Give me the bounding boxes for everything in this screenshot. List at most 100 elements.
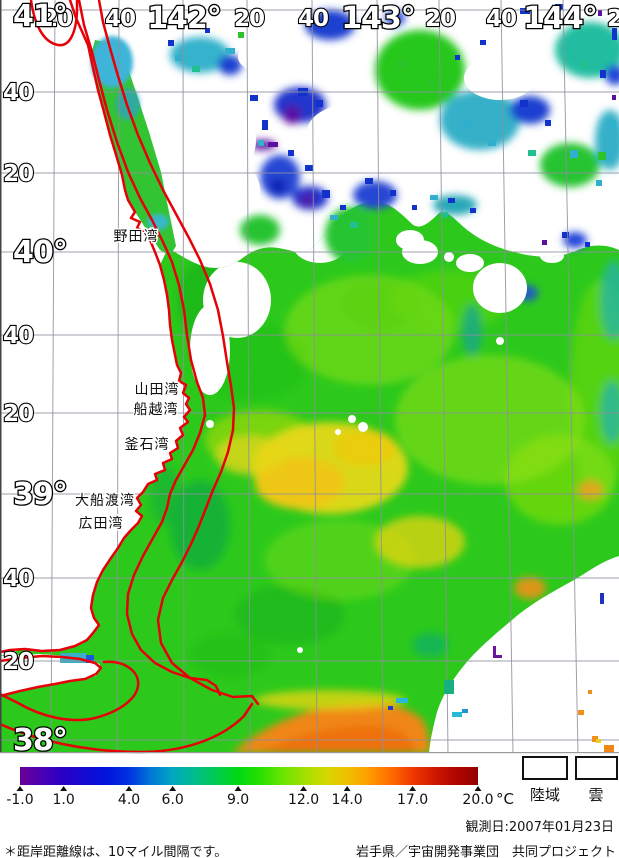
sst-pixel-speck [412, 205, 417, 210]
sst-pixel-speck [542, 240, 547, 245]
bay-label: 野田湾 [114, 228, 159, 245]
legend-label-land: 陸域 [530, 786, 560, 804]
sst-pixel-speck [610, 120, 616, 130]
sst-pixel-speck [612, 28, 617, 40]
sst-pixel-speck [205, 28, 210, 33]
sst-pixel-speck [192, 66, 200, 72]
legend: 陸域 雲 [522, 756, 618, 804]
colorbar-tick-label: 17.0 [397, 792, 428, 808]
longitude-label: 20 [425, 6, 455, 32]
longitude-label: 20 [234, 6, 264, 32]
sst-pixel-speck [585, 242, 590, 247]
sst-pixel-speck [288, 150, 294, 156]
colorbar-gradient [20, 767, 478, 785]
graticule [0, 0, 619, 754]
colorbar-tick-marker [234, 786, 242, 791]
bay-label: 釜石湾 [125, 436, 170, 453]
longitude-label: 40 [486, 6, 516, 32]
colorbar-tick-label: 6.0 [162, 792, 184, 808]
colorbar-tick-label: 20.0 [462, 792, 493, 808]
bay-label: 山田湾 [135, 381, 180, 398]
graticule-meridian [562, 0, 579, 754]
latitude-label: 38° [13, 723, 67, 758]
sst-pixel-speck [350, 222, 358, 228]
colorbar-tick-marker [474, 786, 482, 791]
colorbar-tick-label: 1.0 [52, 792, 74, 808]
sst-pixel-speck [462, 120, 472, 128]
sst-pixel-speck [316, 100, 323, 107]
latitude-label: 20 [3, 401, 33, 427]
latitude-labels: 40 20 40° 40 20 39° 40 20 38° [2, 79, 69, 759]
colorbar-tick-label: 9.0 [227, 792, 249, 808]
sst-pixel-speck [430, 195, 438, 200]
sst-pixel-speck [598, 10, 602, 16]
colorbar-tick-marker [343, 786, 351, 791]
sst-pixel-speck [596, 180, 602, 186]
sst-pixel-speck [398, 60, 406, 68]
latitude-label: 40 [3, 80, 33, 106]
colorbar-tick-marker [16, 786, 24, 791]
latitude-label: 40 [3, 566, 33, 592]
graticule-meridian [376, 0, 384, 754]
colorbar-ticks: -1.0 1.0 4.0 6.0 9.0 12.0 14.0 17.0 20.0 [6, 786, 494, 808]
colorbar-tick-marker [169, 786, 177, 791]
latitude-label: 20 [3, 649, 33, 675]
legend-box-cloud [575, 756, 618, 780]
sst-pixel-speck [470, 208, 476, 213]
colorbar-tick-marker [300, 786, 308, 791]
longitude-label: 40 [105, 6, 135, 32]
bay-label: 広田湾 [79, 515, 124, 532]
sst-pixel-speck [562, 232, 569, 238]
sst-pixel-speck [262, 120, 268, 130]
sst-pixel-speck [340, 205, 346, 210]
north-sst-patches [170, 10, 619, 263]
sst-pixel-speck [528, 150, 536, 156]
sst-pixel-speck [600, 70, 606, 78]
colorbar-tick-marker [60, 786, 68, 791]
longitude-label: 20 [42, 6, 72, 32]
graticule-meridian [50, 0, 56, 754]
map-bottom-border [0, 752, 619, 754]
sst-pixel-speck [168, 40, 174, 46]
south-headland [0, 654, 100, 695]
longitude-label: 20 [607, 6, 619, 32]
distance-line-inner [77, 0, 222, 697]
colorbar-tick-label: 14.0 [332, 792, 363, 808]
longitude-label: 144° [523, 1, 597, 36]
observation-date: 観測日:2007年01月23日 [465, 820, 614, 835]
sst-pixel-speck [225, 48, 235, 54]
sst-pixel-speck [570, 150, 578, 158]
north-clouds [160, 41, 571, 264]
sst-pixel-speck [612, 95, 616, 100]
legend-label-cloud: 雲 [588, 786, 603, 804]
colorbar-unit: °C [496, 790, 514, 808]
graticule-meridian [500, 0, 514, 754]
sst-pixel-speck [598, 152, 606, 160]
colorbar-tick-marker [125, 786, 133, 791]
coastline [0, 0, 192, 654]
coastal-ribbon [91, 36, 176, 256]
sst-pixel-speck [305, 165, 313, 171]
sst-pixel-speck [480, 40, 486, 45]
sst-pixel-speck [258, 140, 264, 146]
graticule-meridian [438, 0, 449, 754]
cloud-edge-pixels [388, 593, 614, 753]
sst-pixel-speck [545, 120, 551, 126]
headland-cold-pixels [86, 655, 94, 663]
longitude-labels: 20 40 142° 20 40 143° 20 40 144° 20 [41, 0, 619, 37]
colorbar-tick-label: -1.0 [6, 792, 33, 808]
sst-pixel-speck [428, 80, 434, 86]
sst-pixel-speck [330, 215, 338, 220]
colorbar-tick-label: 4.0 [118, 792, 140, 808]
sst-pixel-speck [238, 32, 244, 38]
colorbar-tick-label: 12.0 [288, 792, 319, 808]
map-left-border [0, 0, 2, 753]
distance-lines [0, 0, 260, 754]
bay-label: 船越湾 [134, 401, 179, 418]
longitude-label: 142° [147, 1, 221, 36]
colorbar: -1.0 1.0 4.0 6.0 9.0 12.0 14.0 17.0 20.0 °C [6, 767, 514, 808]
colorbar-tick-marker [409, 786, 417, 791]
bay-label: 大船渡湾 [75, 492, 135, 509]
sst-pixel-speck [520, 8, 530, 14]
distance-arc-west [0, 660, 140, 722]
